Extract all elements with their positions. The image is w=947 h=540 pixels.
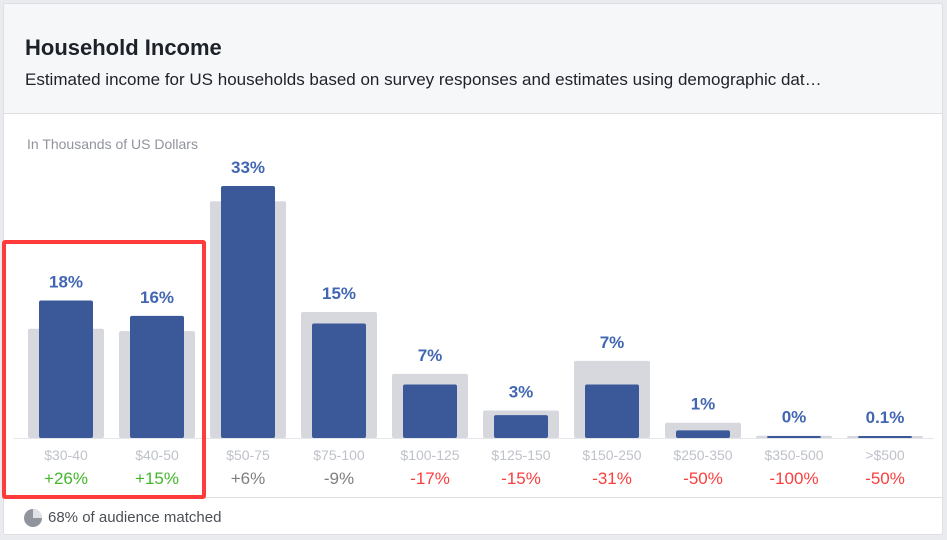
- audience-bar: [39, 300, 93, 438]
- audience-bar: [767, 436, 821, 438]
- value-label: 0.1%: [866, 408, 905, 427]
- category-label: $30-40: [44, 447, 88, 463]
- audience-bar: [130, 315, 184, 438]
- delta-label: -15%: [501, 469, 541, 488]
- household-income-card: Household Income Estimated income for US…: [3, 3, 943, 535]
- pie-chart-icon: [24, 509, 42, 527]
- audience-bar: [676, 430, 730, 438]
- value-label: 18%: [49, 273, 83, 292]
- audience-bar: [403, 384, 457, 438]
- delta-label: +26%: [44, 469, 88, 488]
- category-label: $350-500: [764, 447, 823, 463]
- category-label: $100-125: [400, 447, 459, 463]
- delta-label: -50%: [865, 469, 905, 488]
- card-title: Household Income: [25, 35, 222, 60]
- category-label: $150-250: [582, 447, 641, 463]
- delta-label: -17%: [410, 469, 450, 488]
- delta-label: -31%: [592, 469, 632, 488]
- audience-bar: [858, 436, 912, 438]
- audience-bar: [312, 323, 366, 438]
- delta-label: -100%: [769, 469, 818, 488]
- delta-label: +15%: [135, 469, 179, 488]
- value-label: 7%: [600, 333, 625, 352]
- card-footer: 68% of audience matched: [4, 497, 942, 534]
- value-label: 7%: [418, 346, 443, 365]
- value-label: 16%: [140, 288, 174, 307]
- chart-area: In Thousands of US Dollars 18% $30-40 +26%…: [4, 114, 942, 497]
- category-label: $125-150: [491, 447, 550, 463]
- value-label: 33%: [231, 158, 265, 177]
- card-subtitle: Estimated income for US households based…: [25, 70, 822, 89]
- delta-label: +6%: [231, 469, 266, 488]
- category-label: $40-50: [135, 447, 179, 463]
- chart-unit-label: In Thousands of US Dollars: [27, 136, 198, 152]
- audience-bar: [221, 186, 275, 438]
- card-header: Household Income Estimated income for US…: [4, 4, 942, 114]
- value-label: 15%: [322, 284, 356, 303]
- delta-label: -50%: [683, 469, 723, 488]
- audience-matched-text: 68% of audience matched: [48, 509, 222, 526]
- category-label: >$500: [865, 447, 905, 463]
- category-label: $250-350: [673, 447, 732, 463]
- income-bar-chart: 18% $30-40 +26% 16% $40-50 +15% 33% $50-75 +6% 15…: [14, 158, 934, 488]
- delta-label: -9%: [324, 469, 354, 488]
- category-label: $75-100: [313, 447, 365, 463]
- value-label: 3%: [509, 383, 534, 402]
- value-label: 1%: [691, 395, 716, 414]
- value-label: 0%: [782, 408, 807, 427]
- audience-bar: [494, 415, 548, 438]
- audience-bar: [585, 384, 639, 438]
- category-label: $50-75: [226, 447, 270, 463]
